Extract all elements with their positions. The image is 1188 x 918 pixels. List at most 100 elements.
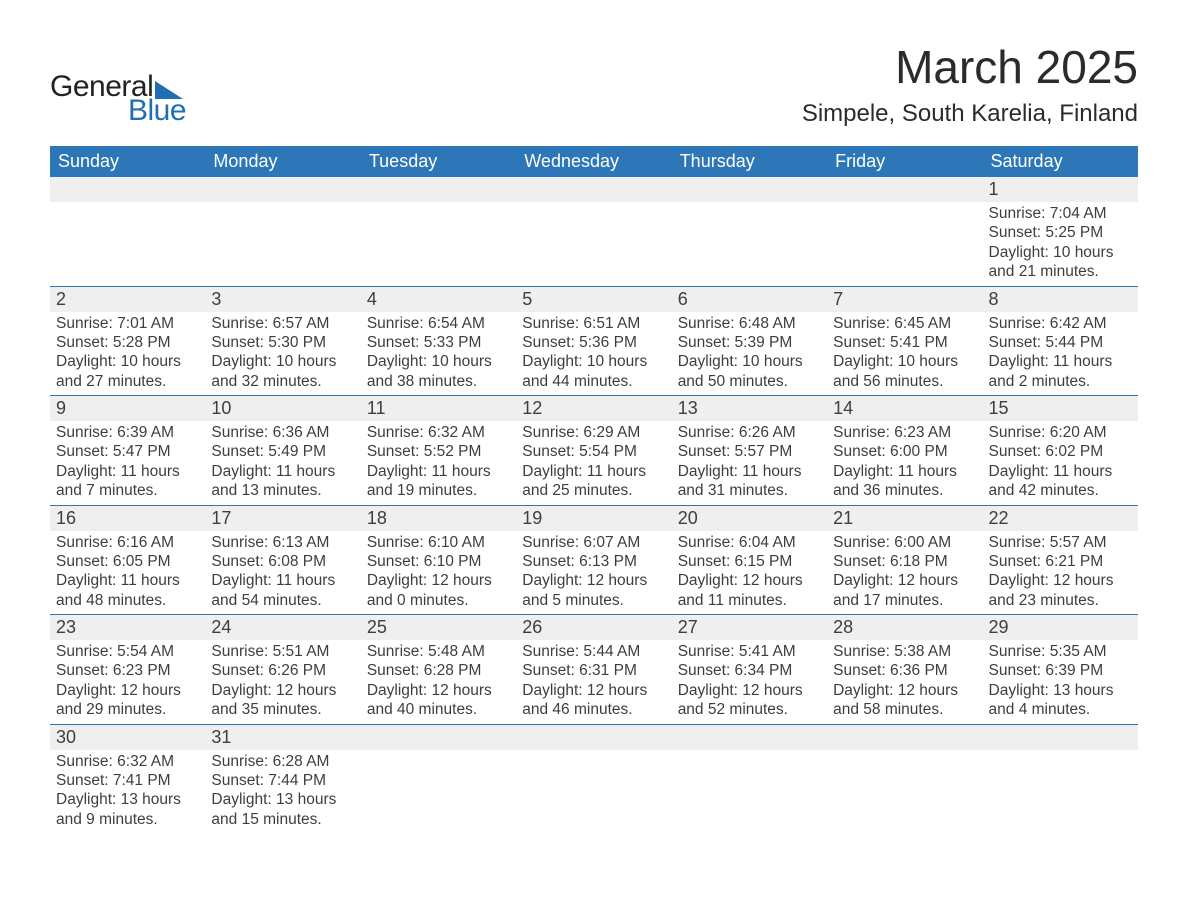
- day-number-cell: 31: [205, 724, 360, 750]
- daylight-line-2: and 50 minutes.: [678, 372, 821, 391]
- daylight-line-2: and 31 minutes.: [678, 481, 821, 500]
- day-number-cell: 24: [205, 615, 360, 641]
- day-number-cell: [516, 177, 671, 202]
- day-number-cell: 22: [983, 505, 1138, 531]
- sunset-line: Sunset: 5:39 PM: [678, 333, 821, 352]
- daylight-line-2: and 36 minutes.: [833, 481, 976, 500]
- day-number-cell: [361, 177, 516, 202]
- daylight-line-2: and 58 minutes.: [833, 700, 976, 719]
- daylight-line-1: Daylight: 11 hours: [367, 462, 510, 481]
- sunset-line: Sunset: 6:21 PM: [989, 552, 1132, 571]
- day-data-cell: Sunrise: 6:29 AMSunset: 5:54 PMDaylight:…: [516, 421, 671, 505]
- sunset-line: Sunset: 5:49 PM: [211, 442, 354, 461]
- day-data-cell: [516, 750, 671, 834]
- day-data-cell: Sunrise: 6:32 AMSunset: 7:41 PMDaylight:…: [50, 750, 205, 834]
- daylight-line-1: Daylight: 11 hours: [833, 462, 976, 481]
- sunrise-line: Sunrise: 5:38 AM: [833, 642, 976, 661]
- weekday-header: Monday: [205, 146, 360, 177]
- logo-word-blue: Blue: [128, 94, 186, 128]
- sunset-line: Sunset: 6:26 PM: [211, 661, 354, 680]
- day-data-cell: [361, 750, 516, 834]
- week-number-row: 9101112131415: [50, 396, 1138, 422]
- day-number-cell: [672, 177, 827, 202]
- daylight-line-1: Daylight: 12 hours: [833, 681, 976, 700]
- week-number-row: 1: [50, 177, 1138, 202]
- daylight-line-2: and 44 minutes.: [522, 372, 665, 391]
- sunset-line: Sunset: 6:05 PM: [56, 552, 199, 571]
- day-data-cell: Sunrise: 5:51 AMSunset: 6:26 PMDaylight:…: [205, 640, 360, 724]
- day-number-cell: 2: [50, 286, 205, 312]
- day-number-cell: 17: [205, 505, 360, 531]
- daylight-line-2: and 52 minutes.: [678, 700, 821, 719]
- sunrise-line: Sunrise: 5:54 AM: [56, 642, 199, 661]
- daylight-line-2: and 35 minutes.: [211, 700, 354, 719]
- daylight-line-1: Daylight: 12 hours: [989, 571, 1132, 590]
- sunrise-line: Sunrise: 6:36 AM: [211, 423, 354, 442]
- sunrise-line: Sunrise: 6:26 AM: [678, 423, 821, 442]
- daylight-line-2: and 17 minutes.: [833, 591, 976, 610]
- daylight-line-1: Daylight: 12 hours: [678, 681, 821, 700]
- daylight-line-2: and 9 minutes.: [56, 810, 199, 829]
- day-number-cell: 14: [827, 396, 982, 422]
- daylight-line-1: Daylight: 10 hours: [522, 352, 665, 371]
- sunset-line: Sunset: 6:36 PM: [833, 661, 976, 680]
- brand-logo: General Blue: [50, 70, 186, 128]
- sunrise-line: Sunrise: 6:29 AM: [522, 423, 665, 442]
- sunrise-line: Sunrise: 5:48 AM: [367, 642, 510, 661]
- sunrise-line: Sunrise: 6:04 AM: [678, 533, 821, 552]
- sunset-line: Sunset: 5:30 PM: [211, 333, 354, 352]
- sunrise-line: Sunrise: 6:48 AM: [678, 314, 821, 333]
- sunset-line: Sunset: 6:15 PM: [678, 552, 821, 571]
- week-data-row: Sunrise: 7:01 AMSunset: 5:28 PMDaylight:…: [50, 312, 1138, 396]
- day-number-cell: 12: [516, 396, 671, 422]
- day-number-cell: [50, 177, 205, 202]
- day-data-cell: Sunrise: 6:07 AMSunset: 6:13 PMDaylight:…: [516, 531, 671, 615]
- header: General Blue March 2025 Simpele, South K…: [50, 40, 1138, 128]
- daylight-line-1: Daylight: 11 hours: [211, 571, 354, 590]
- sunrise-line: Sunrise: 6:45 AM: [833, 314, 976, 333]
- sunrise-line: Sunrise: 7:04 AM: [989, 204, 1132, 223]
- day-data-cell: [827, 750, 982, 834]
- day-data-cell: Sunrise: 5:57 AMSunset: 6:21 PMDaylight:…: [983, 531, 1138, 615]
- day-number-cell: 21: [827, 505, 982, 531]
- daylight-line-1: Daylight: 13 hours: [56, 790, 199, 809]
- day-data-cell: Sunrise: 5:38 AMSunset: 6:36 PMDaylight:…: [827, 640, 982, 724]
- day-data-cell: Sunrise: 6:04 AMSunset: 6:15 PMDaylight:…: [672, 531, 827, 615]
- day-number-cell: 20: [672, 505, 827, 531]
- sunset-line: Sunset: 7:44 PM: [211, 771, 354, 790]
- daylight-line-2: and 25 minutes.: [522, 481, 665, 500]
- daylight-line-2: and 2 minutes.: [989, 372, 1132, 391]
- sunrise-line: Sunrise: 6:51 AM: [522, 314, 665, 333]
- sunrise-line: Sunrise: 6:57 AM: [211, 314, 354, 333]
- day-number-cell: 29: [983, 615, 1138, 641]
- sunrise-line: Sunrise: 5:35 AM: [989, 642, 1132, 661]
- daylight-line-2: and 27 minutes.: [56, 372, 199, 391]
- daylight-line-2: and 40 minutes.: [367, 700, 510, 719]
- day-number-cell: 30: [50, 724, 205, 750]
- day-number-cell: 13: [672, 396, 827, 422]
- day-data-cell: Sunrise: 6:28 AMSunset: 7:44 PMDaylight:…: [205, 750, 360, 834]
- day-number-cell: 7: [827, 286, 982, 312]
- day-number-cell: 10: [205, 396, 360, 422]
- day-data-cell: [983, 750, 1138, 834]
- day-data-cell: Sunrise: 6:57 AMSunset: 5:30 PMDaylight:…: [205, 312, 360, 396]
- daylight-line-2: and 32 minutes.: [211, 372, 354, 391]
- week-data-row: Sunrise: 6:39 AMSunset: 5:47 PMDaylight:…: [50, 421, 1138, 505]
- sunset-line: Sunset: 6:13 PM: [522, 552, 665, 571]
- day-number-cell: 4: [361, 286, 516, 312]
- daylight-line-1: Daylight: 13 hours: [211, 790, 354, 809]
- sunset-line: Sunset: 6:34 PM: [678, 661, 821, 680]
- sunset-line: Sunset: 5:57 PM: [678, 442, 821, 461]
- daylight-line-1: Daylight: 12 hours: [522, 571, 665, 590]
- day-number-cell: 11: [361, 396, 516, 422]
- day-data-cell: Sunrise: 6:23 AMSunset: 6:00 PMDaylight:…: [827, 421, 982, 505]
- sunset-line: Sunset: 6:18 PM: [833, 552, 976, 571]
- daylight-line-1: Daylight: 12 hours: [367, 571, 510, 590]
- sunset-line: Sunset: 6:10 PM: [367, 552, 510, 571]
- day-number-cell: [827, 177, 982, 202]
- sunset-line: Sunset: 6:31 PM: [522, 661, 665, 680]
- day-data-cell: Sunrise: 6:48 AMSunset: 5:39 PMDaylight:…: [672, 312, 827, 396]
- sunrise-line: Sunrise: 6:07 AM: [522, 533, 665, 552]
- calendar-header-row: SundayMondayTuesdayWednesdayThursdayFrid…: [50, 146, 1138, 177]
- day-number-cell: [361, 724, 516, 750]
